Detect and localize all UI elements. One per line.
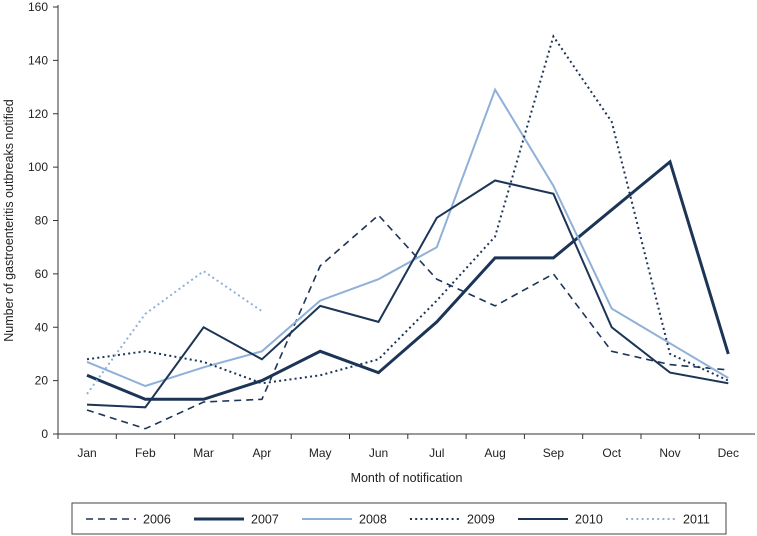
x-tick-label: Sep xyxy=(543,446,565,460)
x-tick-label: Aug xyxy=(484,446,505,460)
y-tick-label: 20 xyxy=(35,374,49,388)
legend-label-2010: 2010 xyxy=(575,513,603,527)
legend-label-2006: 2006 xyxy=(143,513,171,527)
series-line-2006 xyxy=(86,214,729,430)
x-tick-label: Feb xyxy=(135,446,156,460)
legend-label-2008: 2008 xyxy=(359,513,387,527)
legend-box xyxy=(71,502,727,535)
x-tick-label: Jul xyxy=(429,446,444,460)
y-tick-label: 160 xyxy=(28,0,48,14)
series-line-2010 xyxy=(86,179,729,409)
x-tick-label: Jan xyxy=(77,446,96,460)
series-line-2008 xyxy=(86,87,729,388)
x-axis-title: Month of notification xyxy=(351,471,463,485)
x-tick-label: Oct xyxy=(602,446,621,460)
series-line-2007 xyxy=(86,159,730,401)
legend-label-2011: 2011 xyxy=(683,513,710,527)
x-tick-label: Jun xyxy=(369,446,388,460)
y-tick-label: 120 xyxy=(28,107,48,121)
y-tick-label: 100 xyxy=(28,160,48,174)
y-tick-label: 80 xyxy=(35,214,49,228)
axes: 0 20 40 60 80 100 120 140 160 Jan Feb Mar Apr May Jun J… xyxy=(28,0,755,460)
series-line-2011 xyxy=(86,269,263,395)
y-tick-label: 140 xyxy=(28,53,48,67)
legend: 2006 2007 2008 2009 2010 2011 xyxy=(71,502,727,535)
x-tick-label: Dec xyxy=(718,446,739,460)
legend-label-2009: 2009 xyxy=(467,513,495,527)
series-line-2009 xyxy=(86,34,729,385)
x-tick-label: Apr xyxy=(253,446,272,460)
y-tick-label: 0 xyxy=(41,427,48,441)
x-tick-label: Mar xyxy=(193,446,214,460)
x-tick-label: Nov xyxy=(659,446,680,460)
y-axis-title: Number of gastroenteritis outbreaks noti… xyxy=(2,99,16,342)
series-lines xyxy=(86,34,730,430)
y-tick-label: 40 xyxy=(35,320,49,334)
legend-label-2007: 2007 xyxy=(251,513,279,527)
y-tick-label: 60 xyxy=(35,267,49,281)
x-tick-label: May xyxy=(309,446,332,460)
